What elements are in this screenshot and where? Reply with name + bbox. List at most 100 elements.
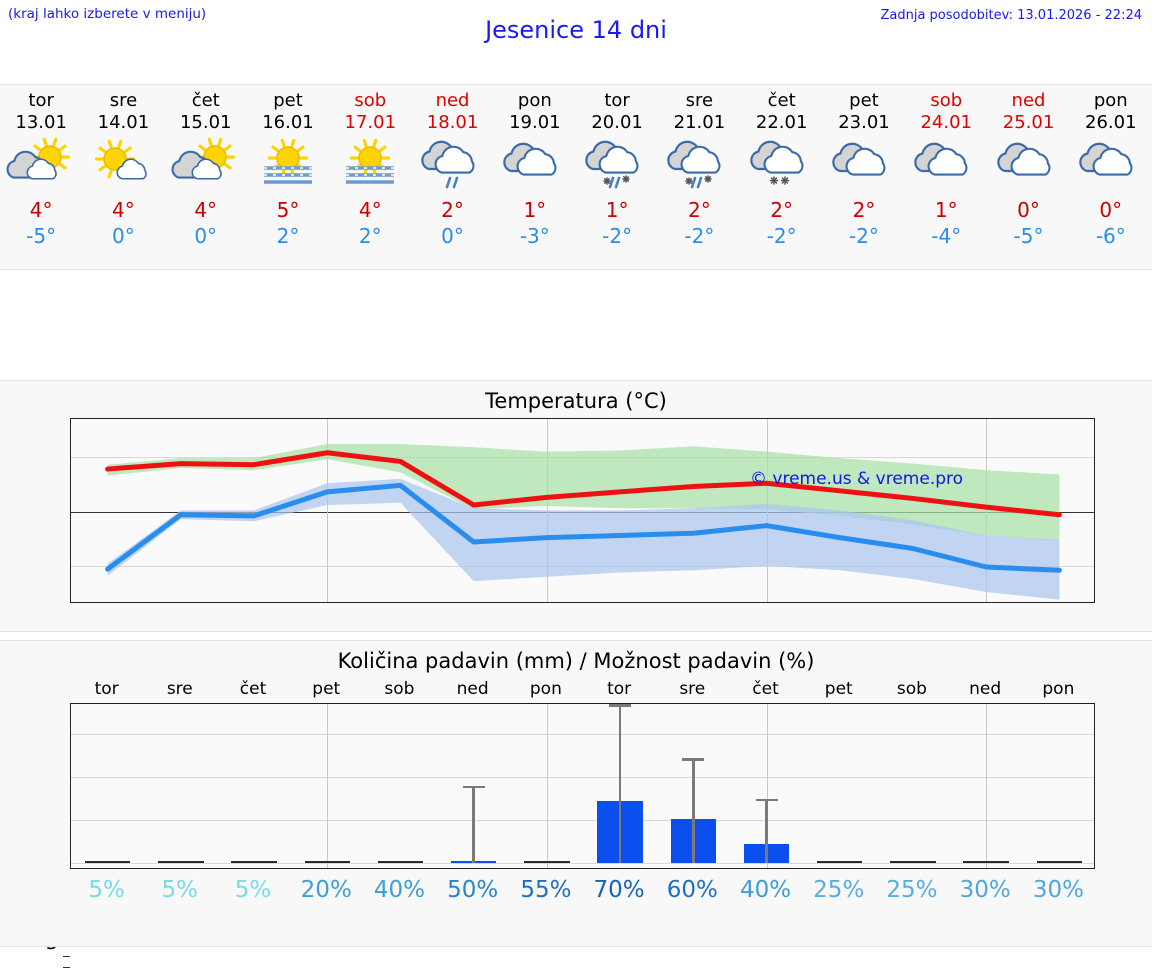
day-date: 19.01 (509, 112, 561, 133)
watermark-text: © vreme.us & vreme.pro (750, 469, 964, 489)
precipitation-probability-label: 5% (161, 877, 199, 903)
last-updated-text: Zadnja posodobitev: 13.01.2026 - 22:24 (880, 8, 1142, 23)
temperature-range-band (107, 478, 1060, 600)
precipitation-gridline (71, 777, 1094, 779)
precipitation-probability-label: 5% (88, 877, 125, 903)
day-temp-max: 4° (358, 198, 382, 222)
precipitation-whisker-cap (462, 785, 485, 789)
day-date: 25.01 (1002, 112, 1055, 133)
day-column[interactable]: ned 25.01 0° -5° (987, 85, 1069, 269)
precipitation-bar[interactable] (377, 860, 424, 864)
day-column[interactable]: sob 24.01 1° -4° (905, 85, 987, 269)
precipitation-vertical-gridline (767, 704, 768, 868)
precipitation-day-label: pet (312, 679, 341, 699)
day-temp-max: 0° (1099, 198, 1123, 222)
day-date: 21.01 (673, 112, 726, 133)
day-temp-max: 5° (276, 198, 300, 222)
precipitation-bar[interactable] (963, 860, 1009, 864)
day-temp-min: -2° (766, 224, 797, 248)
day-column[interactable]: sre 14.01 4° 0° (82, 85, 164, 269)
precipitation-bar[interactable] (524, 860, 570, 864)
day-temp-min: 2° (276, 224, 300, 248)
precipitation-probability-label: 25% (813, 877, 865, 903)
precipitation-chart-panel: Količina padavin (mm) / Možnost padavin … (0, 640, 1152, 947)
cloud-rain-snow-icon (580, 136, 654, 194)
precipitation-probability-label: 20% (300, 877, 352, 903)
day-temp-max: 4° (194, 198, 218, 222)
day-column[interactable]: sre 21.01 2° -2° (658, 85, 740, 269)
day-column[interactable]: pon 26.01 0° -6° (1070, 85, 1152, 269)
cloud-snow-icon (745, 136, 819, 194)
precipitation-whisker-line (618, 704, 622, 864)
temperature-series-overlay (105, 444, 1062, 600)
cloud-icon (827, 136, 901, 194)
sun-fog-icon (251, 136, 325, 194)
precipitation-vertical-gridline (986, 704, 987, 868)
precipitation-probability-label: 25% (886, 877, 938, 903)
precipitation-day-label: pon (529, 679, 562, 699)
day-column[interactable]: tor 20.01 1° -2° (576, 85, 658, 269)
precipitation-gridline (71, 820, 1094, 822)
day-name: čet (191, 90, 220, 111)
precipitation-bar[interactable] (304, 860, 350, 864)
day-temp-max: 1° (934, 198, 958, 222)
precipitation-day-label: sob (896, 679, 927, 699)
precipitation-day-label: ned (969, 679, 1002, 699)
precipitation-bar[interactable] (231, 860, 277, 864)
temperature-chart-title: Temperatura (°C) (485, 389, 667, 413)
day-column[interactable]: čet 15.01 4° 0° (165, 85, 247, 269)
precipitation-whisker-line (765, 798, 768, 864)
precipitation-bar[interactable] (84, 860, 131, 864)
day-temp-max: 4° (29, 198, 53, 222)
partly-cloudy-sun-icon (4, 136, 78, 194)
cloud-icon (909, 136, 983, 194)
day-temp-min: 0° (112, 224, 135, 248)
cloud-icon (1074, 136, 1148, 194)
precipitation-bar[interactable] (1036, 860, 1083, 864)
cloud-rain-icon (416, 136, 490, 194)
day-date: 17.01 (344, 112, 397, 133)
day-date: 15.01 (179, 112, 232, 133)
precipitation-probability-label: 30% (959, 877, 1011, 903)
precipitation-bar[interactable] (158, 860, 204, 864)
day-column[interactable]: tor 13.01 4° -5° (0, 85, 82, 269)
day-column[interactable]: čet 22.01 2° -2° (741, 85, 823, 269)
day-date: 18.01 (426, 112, 479, 133)
precipitation-probability-label: 5% (234, 877, 272, 903)
day-temp-max: 0° (1017, 198, 1040, 222)
cloud-rain-snow-icon (662, 136, 736, 194)
day-name: tor (28, 90, 54, 111)
day-temp-min: -4° (931, 224, 962, 248)
precipitation-probability-label: 40% (739, 877, 792, 903)
precipitation-bar[interactable] (890, 860, 936, 864)
cloud-icon (992, 136, 1066, 194)
day-temp-min: 0° (441, 224, 464, 248)
day-temp-max: 2° (688, 198, 711, 222)
temperature-series-line (105, 450, 1062, 518)
precipitation-bar[interactable] (817, 860, 863, 864)
day-name: čet (767, 90, 796, 111)
day-date: 23.01 (838, 112, 890, 133)
sun-small-cloud-icon (86, 136, 160, 194)
day-name: pon (1093, 90, 1128, 111)
day-column[interactable]: pon 19.01 1° -3° (494, 85, 576, 269)
day-temp-min: -3° (519, 224, 550, 248)
day-column[interactable]: pet 23.01 2° -2° (823, 85, 905, 269)
day-name: tor (604, 90, 630, 111)
precipitation-probability-label: 40% (373, 877, 425, 903)
precipitation-whisker-line (692, 758, 695, 864)
partly-cloudy-sun-icon (169, 136, 243, 194)
precipitation-gridline (71, 863, 1094, 865)
precipitation-whisker-cap (609, 704, 632, 707)
temperature-plot-area (70, 418, 1095, 603)
day-temp-min: -2° (684, 224, 715, 248)
day-date: 13.01 (15, 112, 67, 133)
day-column[interactable]: sob 17.01 4° 2° (329, 85, 411, 269)
day-temp-max: 1° (523, 198, 547, 222)
day-column[interactable]: pet 16.01 5° 2° (247, 85, 329, 269)
day-column[interactable]: ned 18.01 2° 0° (411, 85, 493, 269)
day-temp-min: 2° (358, 224, 382, 248)
day-name: ned (1011, 90, 1046, 111)
precipitation-day-label: sre (166, 679, 193, 699)
day-temp-min: -2° (602, 224, 633, 248)
